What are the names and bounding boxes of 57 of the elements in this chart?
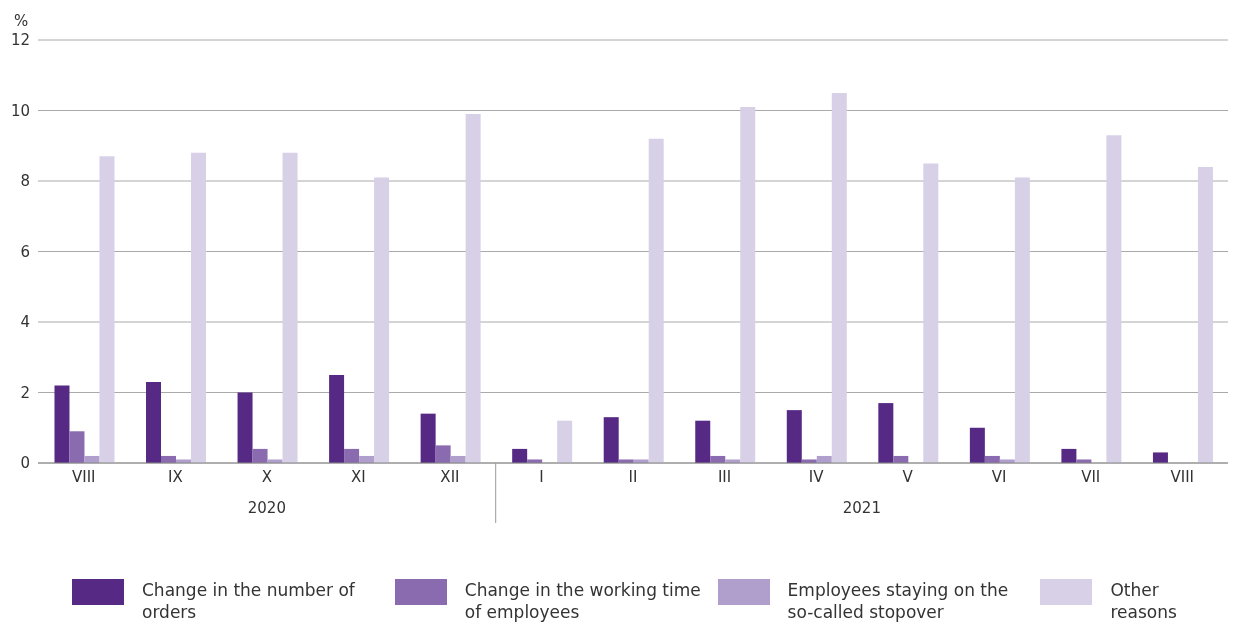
x-tick-label: X bbox=[261, 467, 272, 486]
bar bbox=[603, 417, 619, 463]
bar bbox=[435, 445, 451, 463]
bar bbox=[237, 392, 253, 463]
y-tick-label: 10 bbox=[10, 101, 30, 120]
bar bbox=[329, 374, 345, 463]
x-tick-label: VII bbox=[1081, 467, 1101, 486]
x-tick-label: III bbox=[717, 467, 732, 486]
bar bbox=[831, 92, 847, 463]
bar bbox=[740, 106, 756, 463]
legend-label: Employees staying on the so-called stopover bbox=[787, 579, 1010, 623]
bar bbox=[374, 177, 390, 463]
text: 2021 bbox=[842, 499, 881, 517]
y-tick-label: 12 bbox=[10, 31, 30, 50]
x-tick-label: XI bbox=[351, 467, 366, 486]
bar bbox=[344, 448, 360, 463]
legend-label: Change in the number of orders bbox=[142, 579, 356, 623]
bar bbox=[191, 152, 207, 463]
y-tick-label: 6 bbox=[20, 242, 30, 261]
bar bbox=[1106, 135, 1122, 463]
bar bbox=[969, 427, 985, 463]
bar bbox=[1152, 452, 1168, 463]
bar bbox=[282, 152, 298, 463]
x-tick-label: VI bbox=[991, 467, 1007, 486]
bar bbox=[252, 448, 268, 463]
bar bbox=[1197, 166, 1213, 463]
y-tick-label: 2 bbox=[20, 383, 30, 402]
x-tick-label: IV bbox=[808, 467, 825, 486]
bar bbox=[512, 448, 528, 463]
bar bbox=[146, 381, 162, 463]
bar bbox=[54, 385, 70, 463]
bar bbox=[1061, 448, 1077, 463]
x-tick-label: XII bbox=[440, 467, 460, 486]
bar bbox=[99, 156, 115, 463]
y-tick-label: 4 bbox=[20, 313, 30, 332]
bar bbox=[923, 163, 939, 463]
y-tick-label: 0 bbox=[20, 454, 30, 473]
legend-label: Change in the working time of employees bbox=[464, 579, 702, 623]
y-tick-label: 8 bbox=[20, 172, 30, 191]
bar bbox=[1014, 177, 1030, 463]
bar bbox=[69, 431, 85, 463]
bar bbox=[878, 403, 894, 463]
bar bbox=[786, 410, 802, 463]
legend-label: Other reasons bbox=[1110, 579, 1178, 623]
bar bbox=[557, 420, 573, 463]
x-tick-label: IX bbox=[167, 467, 183, 486]
x-tick-label: VIII bbox=[72, 467, 96, 486]
bar bbox=[465, 114, 481, 463]
x-tick-label: II bbox=[628, 467, 638, 486]
x-tick-label: V bbox=[902, 467, 914, 486]
y-axis-title: % bbox=[14, 12, 29, 30]
bar bbox=[648, 138, 664, 463]
bar bbox=[420, 413, 436, 463]
bar bbox=[695, 420, 711, 463]
x-tick-label: I bbox=[539, 467, 544, 486]
text: 2020 bbox=[247, 499, 286, 517]
x-tick-label: VIII bbox=[1170, 467, 1194, 486]
